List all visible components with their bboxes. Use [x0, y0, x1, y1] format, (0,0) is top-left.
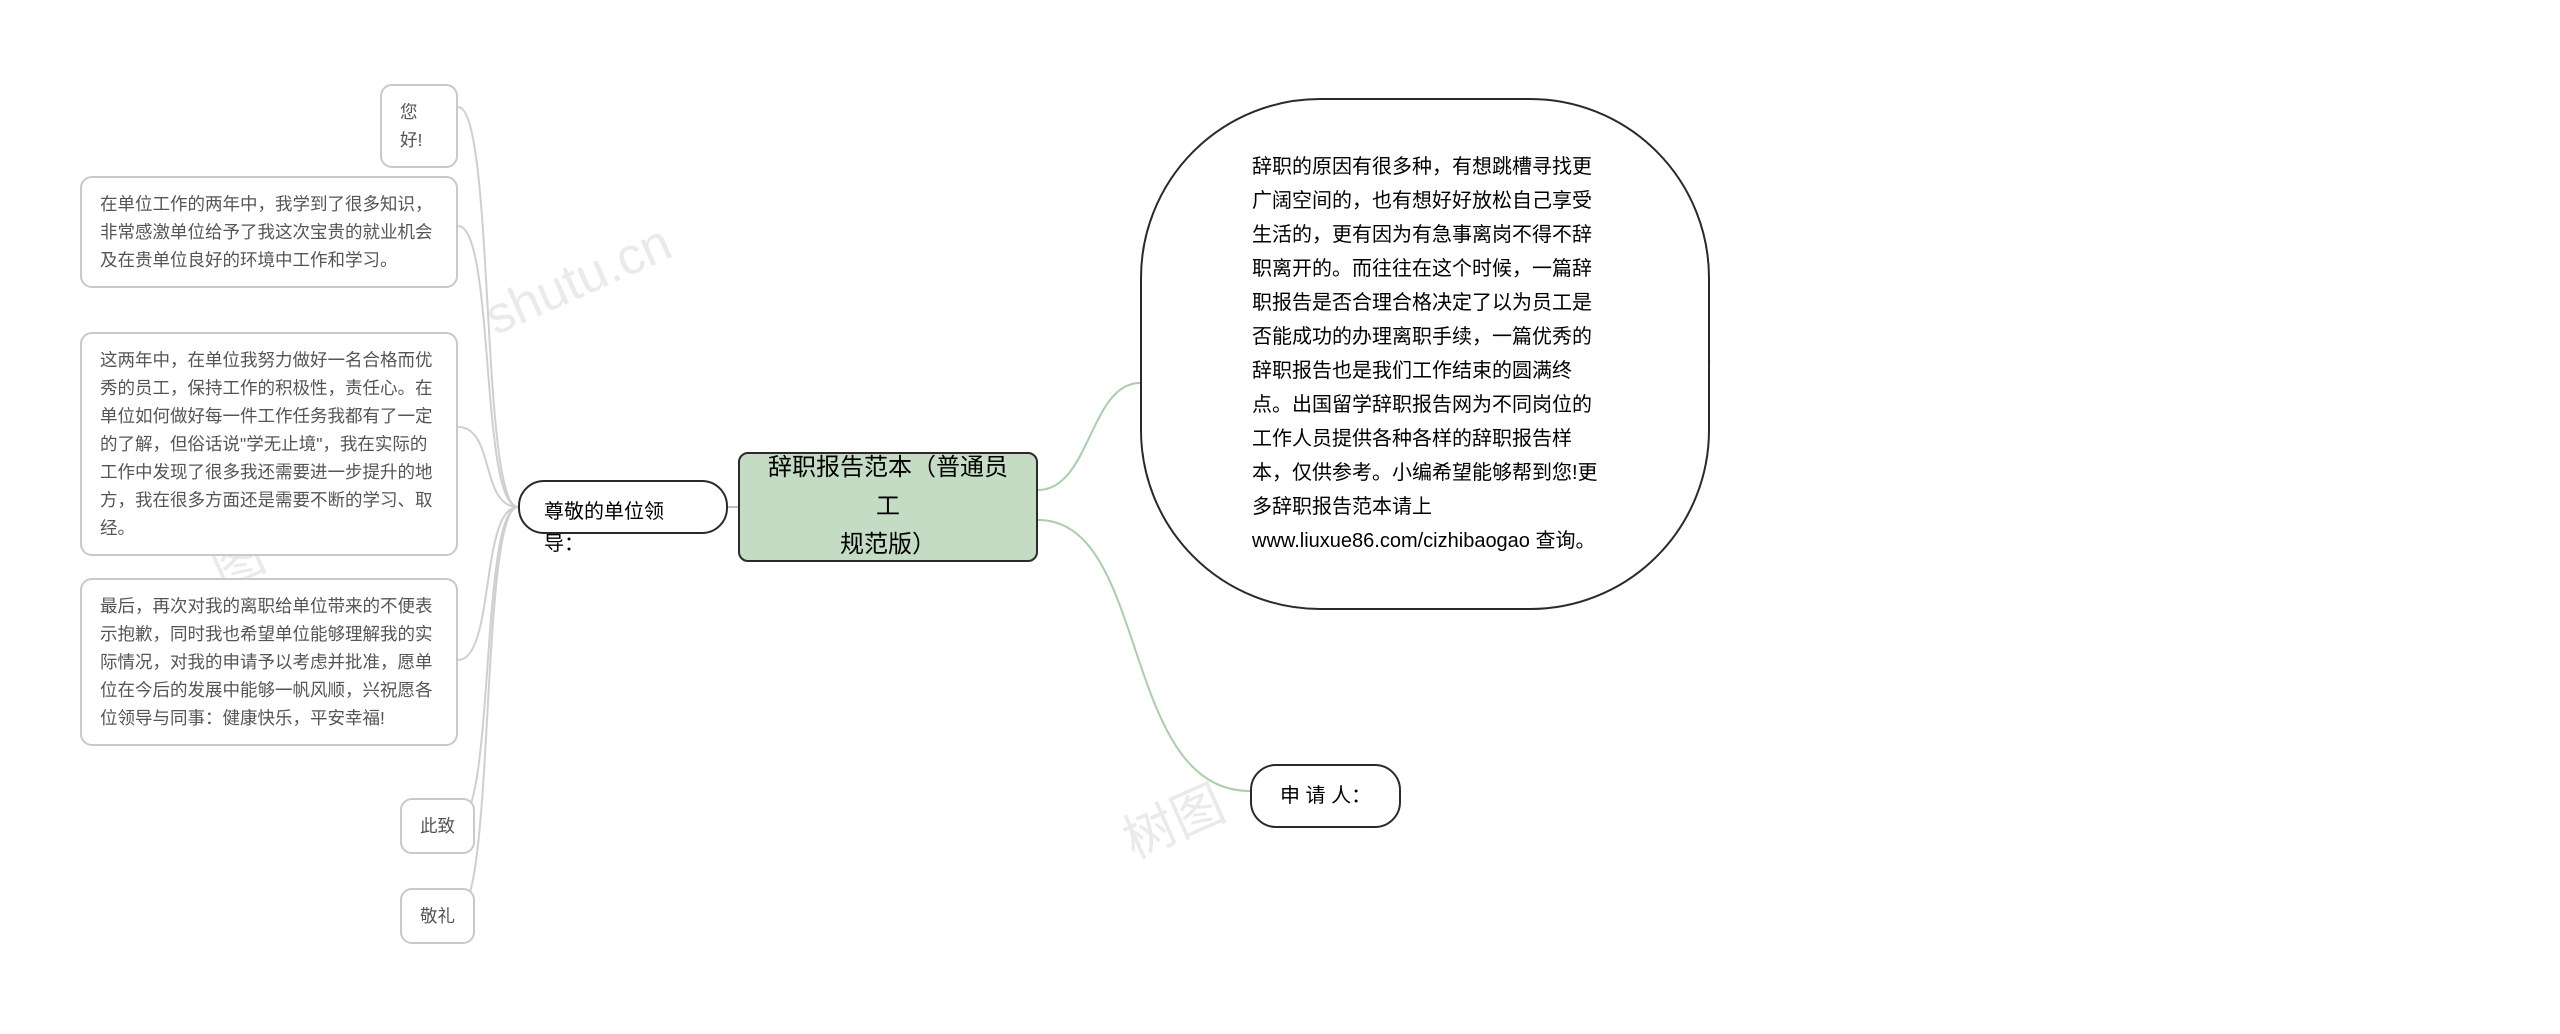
left-parent-node: 尊敬的单位领导： — [518, 480, 728, 534]
leaf-2: 这两年中，在单位我努力做好一名合格而优秀的员工，保持工作的积极性，责任心。在单位… — [80, 332, 458, 556]
left-parent-label: 尊敬的单位领导： — [544, 501, 664, 555]
watermark-3: 树图 — [1109, 762, 1235, 873]
leaf-4-text: 此致 — [420, 816, 455, 836]
leaf-0: 您好! — [380, 84, 458, 168]
leaf-2-text: 这两年中，在单位我努力做好一名合格而优秀的员工，保持工作的积极性，责任心。在单位… — [100, 350, 433, 538]
leaf-3: 最后，再次对我的离职给单位带来的不便表示抱歉，同时我也希望单位能够理解我的实际情… — [80, 578, 458, 746]
center-node: 辞职报告范本（普通员工 规范版） — [738, 452, 1038, 562]
leaf-4: 此致 — [400, 798, 475, 854]
right-big-node: 辞职的原因有很多种，有想跳槽寻找更广阔空间的，也有想好好放松自己享受生活的，更有… — [1140, 98, 1710, 610]
leaf-5: 敬礼 — [400, 888, 475, 944]
right-big-text: 辞职的原因有很多种，有想跳槽寻找更广阔空间的，也有想好好放松自己享受生活的，更有… — [1252, 156, 1598, 552]
leaf-3-text: 最后，再次对我的离职给单位带来的不便表示抱歉，同时我也希望单位能够理解我的实际情… — [100, 596, 433, 728]
right-small-node: 申 请 人： — [1250, 764, 1401, 828]
center-title-l1: 辞职报告范本（普通员工 — [758, 449, 1018, 526]
leaf-0-text: 您好! — [400, 102, 422, 150]
leaf-1: 在单位工作的两年中，我学到了很多知识，非常感激单位给予了我这次宝贵的就业机会及在… — [80, 176, 458, 288]
center-title-l2: 规范版） — [758, 526, 1018, 564]
right-small-text: 申 请 人： — [1280, 785, 1371, 807]
leaf-5-text: 敬礼 — [420, 906, 455, 926]
watermark-1: shutu.cn — [476, 213, 680, 348]
leaf-1-text: 在单位工作的两年中，我学到了很多知识，非常感激单位给予了我这次宝贵的就业机会及在… — [100, 194, 433, 270]
